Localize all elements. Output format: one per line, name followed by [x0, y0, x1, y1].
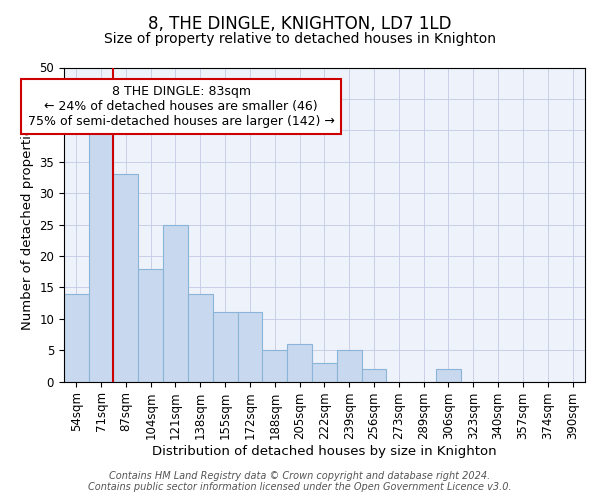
Bar: [188, 294, 213, 382]
Text: 8, THE DINGLE, KNIGHTON, LD7 1LD: 8, THE DINGLE, KNIGHTON, LD7 1LD: [148, 15, 452, 33]
X-axis label: Distribution of detached houses by size in Knighton: Distribution of detached houses by size …: [152, 444, 497, 458]
Text: Contains HM Land Registry data © Crown copyright and database right 2024.
Contai: Contains HM Land Registry data © Crown c…: [88, 471, 512, 492]
Bar: [262, 350, 287, 382]
Bar: [287, 344, 312, 382]
Bar: [163, 224, 188, 382]
Bar: [64, 294, 89, 382]
Bar: [312, 363, 337, 382]
Bar: [238, 312, 262, 382]
Bar: [362, 369, 386, 382]
Bar: [89, 130, 113, 382]
Bar: [213, 312, 238, 382]
Bar: [113, 174, 138, 382]
Y-axis label: Number of detached properties: Number of detached properties: [20, 120, 34, 330]
Text: Size of property relative to detached houses in Knighton: Size of property relative to detached ho…: [104, 32, 496, 46]
Text: 8 THE DINGLE: 83sqm
← 24% of detached houses are smaller (46)
75% of semi-detach: 8 THE DINGLE: 83sqm ← 24% of detached ho…: [28, 85, 335, 128]
Bar: [337, 350, 362, 382]
Bar: [138, 268, 163, 382]
Bar: [436, 369, 461, 382]
